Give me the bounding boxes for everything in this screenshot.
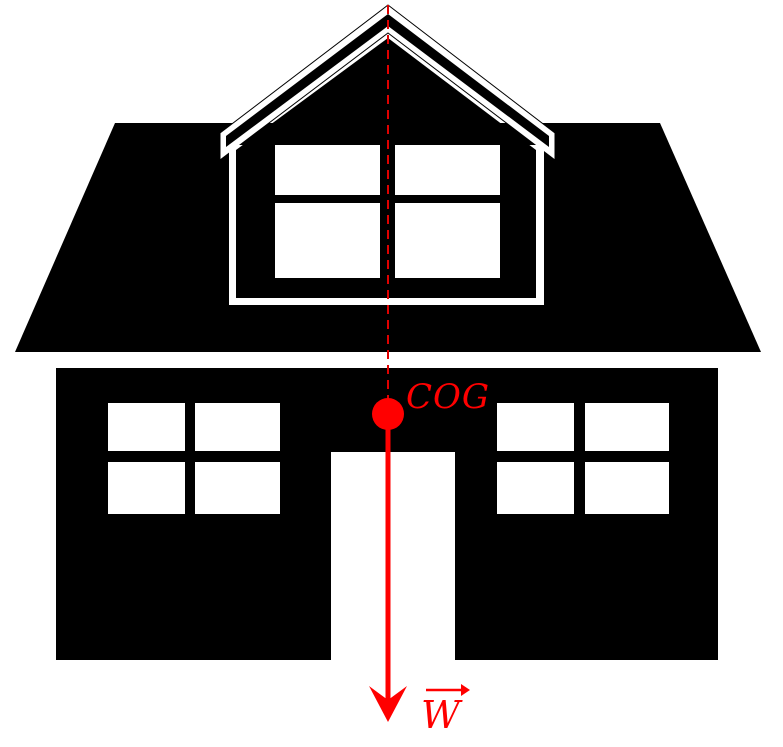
weight-arrowhead [369,686,407,722]
right-pane-top-left [497,403,574,451]
left-pane-bottom-right [195,462,280,514]
cog-point [372,398,404,430]
weight-label: W [421,693,463,737]
dormer-window [275,145,500,278]
right-pane-bottom-left [497,462,574,514]
right-pane-bottom-right [585,462,669,514]
left-pane-top-left [108,403,185,451]
right-window [497,403,669,514]
cog-label: COG [406,377,490,417]
dormer-roof-trim [219,4,556,162]
vector-arrow-icon [426,684,470,696]
left-pane-top-right [195,403,280,451]
left-pane-bottom-left [108,462,185,514]
right-pane-top-right [585,403,669,451]
dormer-pane-top-left [275,145,380,195]
dormer-pane-top-right [395,145,500,195]
door [331,452,455,662]
dormer-pane-bottom-right [395,203,500,278]
dormer-pane-bottom-left [275,203,380,278]
left-window [108,403,280,514]
